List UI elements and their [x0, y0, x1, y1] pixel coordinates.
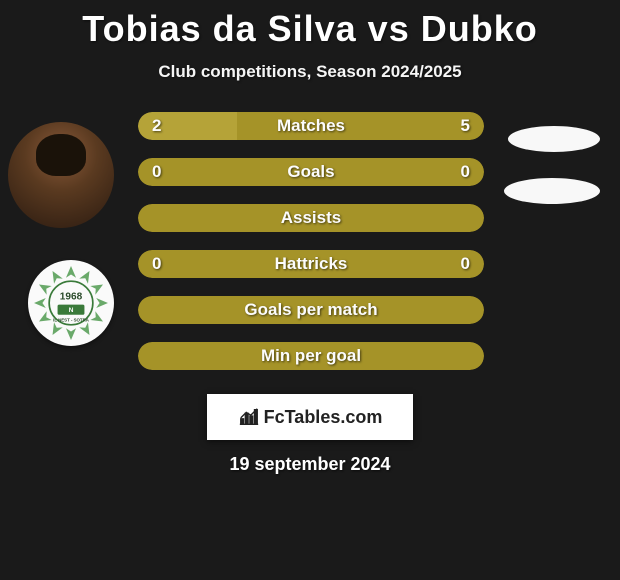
- stat-value-left: 0: [152, 162, 161, 182]
- chart-icon: [238, 406, 260, 428]
- date-label: 19 september 2024: [0, 454, 620, 475]
- stat-row: Min per goal: [138, 342, 484, 370]
- badge-name-top: IL NEST: [53, 317, 70, 322]
- stat-row: Hattricks00: [138, 250, 484, 278]
- bar-full: [138, 296, 484, 324]
- watermark: FcTables.com: [207, 394, 413, 440]
- club-badge-left: 1968 N IL NEST - SOTRA: [28, 260, 114, 346]
- bar-full: [138, 250, 484, 278]
- stat-row: Matches25: [138, 112, 484, 140]
- svg-text:N: N: [69, 307, 74, 314]
- stat-value-right: 0: [461, 162, 470, 182]
- player-right-avatar-placeholder-1: [508, 126, 600, 152]
- stat-value-right: 0: [461, 254, 470, 274]
- bar-full: [138, 158, 484, 186]
- stat-value-right: 5: [461, 116, 470, 136]
- stat-row: Assists: [138, 204, 484, 232]
- stat-row: Goals00: [138, 158, 484, 186]
- badge-year: 1968: [60, 292, 83, 303]
- bar-full: [138, 342, 484, 370]
- bar-segment-right: [237, 112, 484, 140]
- page-title: Tobias da Silva vs Dubko: [0, 8, 620, 50]
- watermark-text: FcTables.com: [264, 407, 383, 428]
- svg-text:IL NEST - SOTRA: IL NEST - SOTRA: [53, 317, 90, 322]
- player-left-avatar: [8, 122, 114, 228]
- badge-name-bottom: SOTRA: [74, 317, 90, 322]
- subtitle: Club competitions, Season 2024/2025: [0, 62, 620, 82]
- stat-value-left: 2: [152, 116, 161, 136]
- stat-row: Goals per match: [138, 296, 484, 324]
- bar-full: [138, 204, 484, 232]
- stat-value-left: 0: [152, 254, 161, 274]
- stats-container: Matches25Goals00AssistsHattricks00Goals …: [138, 112, 484, 370]
- player-right-avatar-placeholder-2: [504, 178, 600, 204]
